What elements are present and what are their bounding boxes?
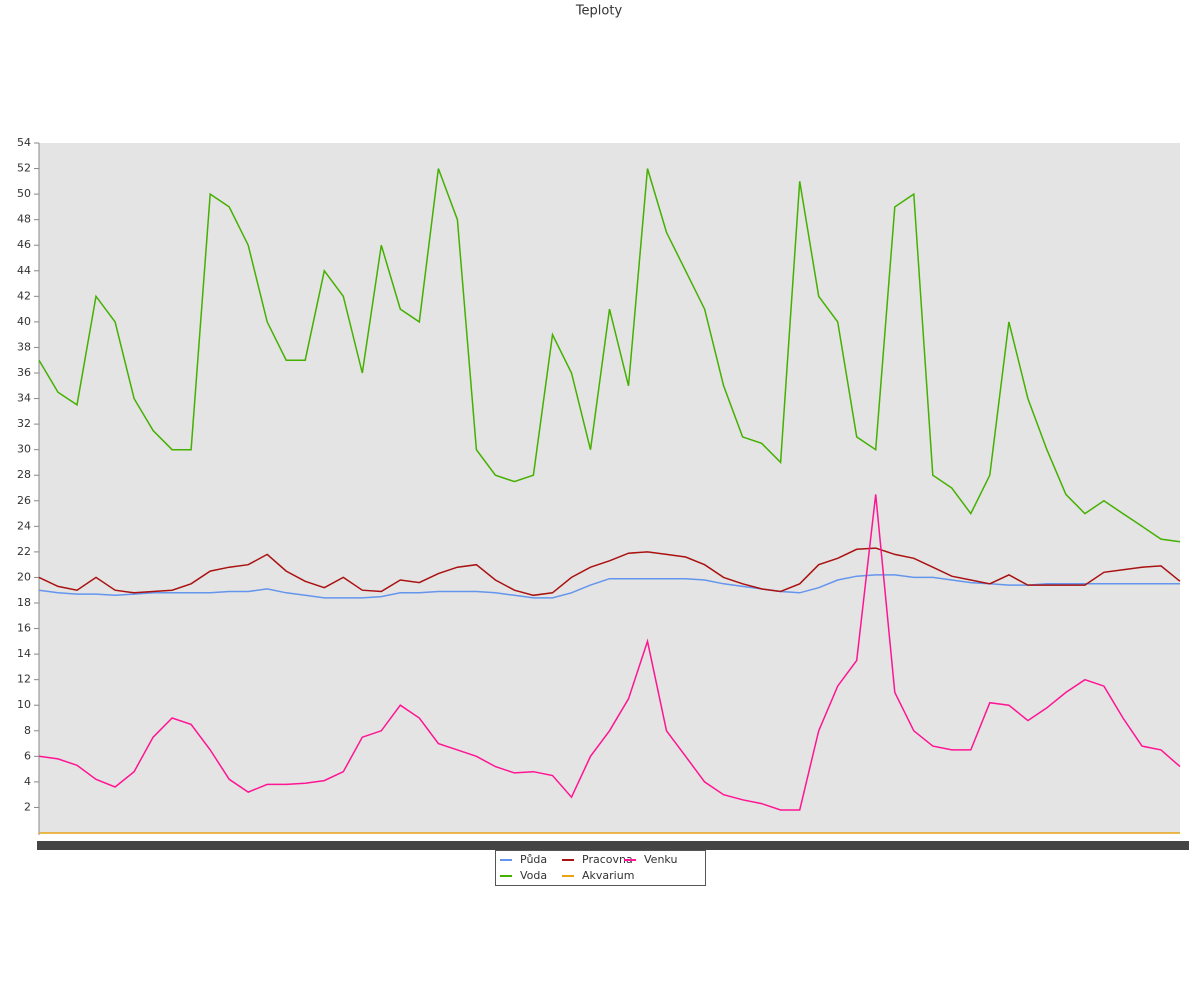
y-tick-label: 50 (17, 187, 31, 200)
legend-label: Akvarium (582, 869, 634, 882)
legend (495, 850, 706, 886)
y-tick-label: 26 (17, 494, 31, 507)
plot-area (39, 143, 1180, 833)
y-tick-label: 32 (17, 417, 31, 430)
y-tick-label: 12 (17, 673, 31, 686)
y-tick-label: 36 (17, 366, 31, 379)
legend-label: Půda (520, 853, 547, 866)
x-axis-labels-overlap (37, 841, 1189, 850)
y-tick-label: 42 (17, 289, 31, 302)
y-tick-label: 24 (17, 519, 31, 532)
y-tick-label: 44 (17, 264, 31, 277)
y-tick-label: 8 (24, 724, 31, 737)
series-line (38, 494, 1181, 811)
y-tick-label: 46 (17, 238, 31, 251)
legend-label: Venku (644, 853, 677, 866)
y-tick-label: 28 (17, 468, 31, 481)
y-tick-label: 22 (17, 545, 31, 558)
y-tick-label: 16 (17, 622, 31, 635)
y-tick-label: 14 (17, 647, 31, 660)
y-tick-label: 4 (24, 775, 31, 788)
y-tick-label: 48 (17, 213, 31, 226)
y-tick-label: 54 (17, 136, 31, 149)
y-tick-label: 30 (17, 443, 31, 456)
legend-label: Voda (520, 869, 547, 882)
chart-title: Teploty (575, 4, 623, 19)
series-line (38, 547, 1181, 597)
y-tick-label: 52 (17, 162, 31, 175)
legend-label: Pracovna (582, 853, 633, 866)
y-tick-label: 34 (17, 392, 31, 405)
series-line (38, 168, 1181, 543)
y-tick-label: 38 (17, 340, 31, 353)
y-tick-label: 18 (17, 596, 31, 609)
y-tick-label: 6 (24, 749, 31, 762)
y-tick-label: 40 (17, 315, 31, 328)
y-tick-label: 10 (17, 698, 31, 711)
y-tick-label: 20 (17, 570, 31, 583)
y-tick-label: 2 (24, 800, 31, 813)
